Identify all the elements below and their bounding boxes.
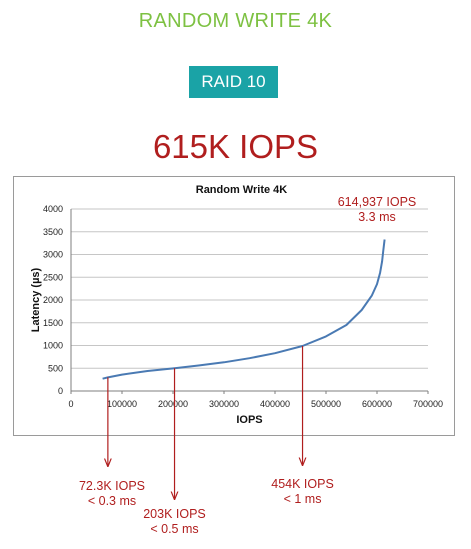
latency-series-line <box>102 239 386 380</box>
callout-203k-iops: 203K IOPS <box>143 507 206 521</box>
callout-454k-latency: < 1 ms <box>283 492 322 506</box>
callout-peak-latency: 3.3 ms <box>358 210 396 224</box>
callout-454k: 454K IOPS < 1 ms <box>233 477 373 507</box>
x-tick-label: 300000 <box>209 399 239 409</box>
iops-headline: 615K IOPS <box>152 128 319 165</box>
x-tick-label: 0 <box>68 399 73 409</box>
x-tick-label: 200000 <box>158 399 188 409</box>
x-tick-label: 100000 <box>107 399 137 409</box>
callout-203k: 203K IOPS < 0.5 ms <box>105 507 245 537</box>
callout-peak-iops: 614,937 IOPS <box>337 195 417 209</box>
y-axis-title: Latency (µs) <box>30 267 42 332</box>
y-tick-label: 3500 <box>43 227 63 237</box>
y-tick-label: 1000 <box>43 341 63 351</box>
callout-72k-iops: 72.3K IOPS <box>78 479 145 493</box>
page-title: RANDOM WRITE 4K <box>138 10 333 32</box>
callout-203k-latency: < 0.5 ms <box>150 522 199 536</box>
x-tick-label: 600000 <box>362 399 392 409</box>
y-tick-label: 4000 <box>43 204 63 214</box>
raid-badge: RAID 10 <box>189 66 278 98</box>
x-tick-label: 400000 <box>260 399 290 409</box>
x-tick-label: 500000 <box>311 399 341 409</box>
x-axis-title: IOPS <box>236 414 262 426</box>
callout-454k-iops: 454K IOPS <box>271 477 334 491</box>
y-tick-label: 1500 <box>43 318 63 328</box>
callout-peak: 614,937 IOPS 3.3 ms <box>307 195 447 225</box>
y-tick-label: 500 <box>48 363 63 373</box>
callout-72k-latency: < 0.3 ms <box>87 494 137 508</box>
chart-frame <box>13 176 455 436</box>
chart-title: Random Write 4K <box>196 184 288 196</box>
y-tick-label: 3000 <box>43 250 63 260</box>
callout-72k: 72.3K IOPS < 0.3 ms <box>42 479 182 509</box>
x-tick-label: 700000 <box>413 399 443 409</box>
y-tick-label: 2000 <box>43 295 63 305</box>
y-tick-label: 0 <box>58 386 63 396</box>
y-tick-label: 2500 <box>43 272 63 282</box>
